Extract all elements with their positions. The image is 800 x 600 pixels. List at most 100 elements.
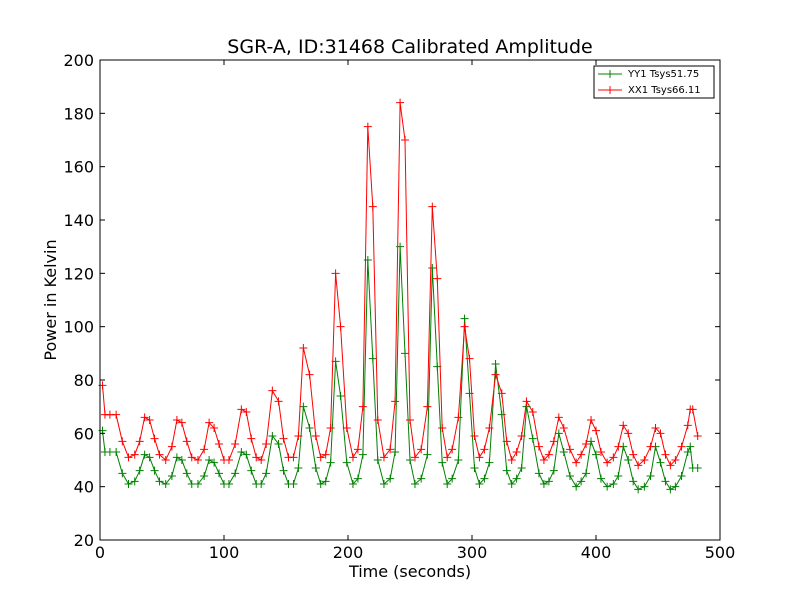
data-point — [417, 445, 426, 454]
data-point — [305, 424, 314, 432]
data-point — [634, 485, 643, 494]
data-point — [118, 437, 127, 446]
data-point — [544, 477, 553, 486]
data-point — [406, 416, 414, 424]
x-tick-label: 400 — [581, 543, 612, 562]
data-point — [646, 442, 655, 451]
y-tick-label: 80 — [74, 371, 94, 390]
data-point — [124, 480, 133, 488]
data-point — [497, 389, 506, 398]
data-point — [410, 480, 419, 488]
data-point — [299, 344, 308, 352]
data-point — [539, 480, 548, 488]
data-point — [460, 314, 469, 323]
data-point — [294, 432, 303, 440]
data-point — [294, 464, 303, 472]
data-point — [210, 424, 219, 432]
data-point — [353, 445, 362, 454]
data-point — [629, 450, 638, 459]
y-tick-label: 40 — [74, 478, 94, 497]
data-point — [363, 122, 372, 131]
data-point — [661, 450, 670, 459]
x-axis-label: Time (seconds) — [348, 562, 471, 581]
data-point — [321, 450, 330, 459]
data-point — [247, 466, 256, 475]
data-point — [391, 397, 400, 406]
data-point — [200, 445, 209, 454]
data-point — [554, 413, 563, 422]
data-point — [502, 437, 511, 446]
data-point — [336, 392, 345, 400]
data-point — [683, 421, 692, 430]
data-point — [512, 448, 521, 456]
data-point — [279, 466, 288, 475]
data-point — [677, 472, 686, 480]
data-point — [242, 408, 251, 416]
legend: + YY1 Tsys51.75 + XX1 Tsys66.11 — [593, 65, 715, 99]
data-point — [242, 450, 251, 459]
data-point — [406, 456, 414, 464]
data-point — [311, 464, 320, 472]
data-point — [592, 450, 600, 459]
data-point — [634, 461, 643, 470]
data-point — [161, 456, 170, 464]
data-point — [262, 440, 271, 448]
data-point — [549, 437, 558, 446]
data-point — [135, 466, 144, 475]
data-point — [624, 429, 633, 438]
data-point — [145, 416, 154, 424]
data-point — [112, 410, 121, 419]
data-point — [614, 442, 623, 451]
data-point — [671, 456, 680, 464]
data-point — [172, 453, 181, 462]
data-point — [661, 477, 670, 486]
data-point — [289, 453, 298, 462]
data-point — [565, 472, 574, 480]
data-point — [262, 469, 271, 478]
data-point — [155, 450, 164, 459]
data-point — [130, 450, 139, 459]
data-point — [410, 453, 419, 462]
data-point — [480, 445, 489, 454]
data-point — [348, 480, 357, 488]
y-tick-label: 60 — [74, 424, 94, 443]
data-point — [480, 474, 489, 483]
data-point — [353, 474, 362, 483]
data-point — [528, 434, 537, 443]
data-point — [454, 413, 463, 422]
data-point — [609, 480, 618, 488]
x-tick-label: 100 — [209, 543, 240, 562]
data-point — [572, 458, 581, 467]
data-point — [326, 458, 335, 467]
data-point — [118, 469, 127, 478]
data-point — [485, 424, 494, 432]
data-point — [609, 453, 618, 462]
data-point — [592, 426, 600, 435]
data-point — [336, 322, 345, 331]
data-point — [386, 445, 395, 454]
data-point — [565, 445, 574, 454]
data-point — [491, 360, 500, 368]
data-point — [582, 469, 591, 478]
data-point — [572, 482, 581, 491]
data-point — [433, 274, 442, 283]
x-tick-label: 500 — [705, 543, 736, 562]
data-point — [454, 456, 463, 464]
data-point — [528, 408, 537, 416]
data-point — [311, 432, 320, 440]
data-point — [268, 386, 277, 395]
data-point — [512, 474, 521, 483]
x-tick-label: 0 — [95, 543, 105, 562]
data-point — [326, 424, 335, 432]
data-point — [150, 434, 159, 443]
y-tick-label: 140 — [63, 211, 94, 230]
y-tick-label: 100 — [63, 318, 94, 337]
data-point — [379, 453, 388, 462]
data-point — [342, 424, 351, 432]
data-point — [507, 456, 516, 464]
data-point — [544, 450, 553, 459]
data-point — [182, 469, 191, 478]
data-point — [172, 416, 181, 424]
data-point — [135, 437, 144, 446]
